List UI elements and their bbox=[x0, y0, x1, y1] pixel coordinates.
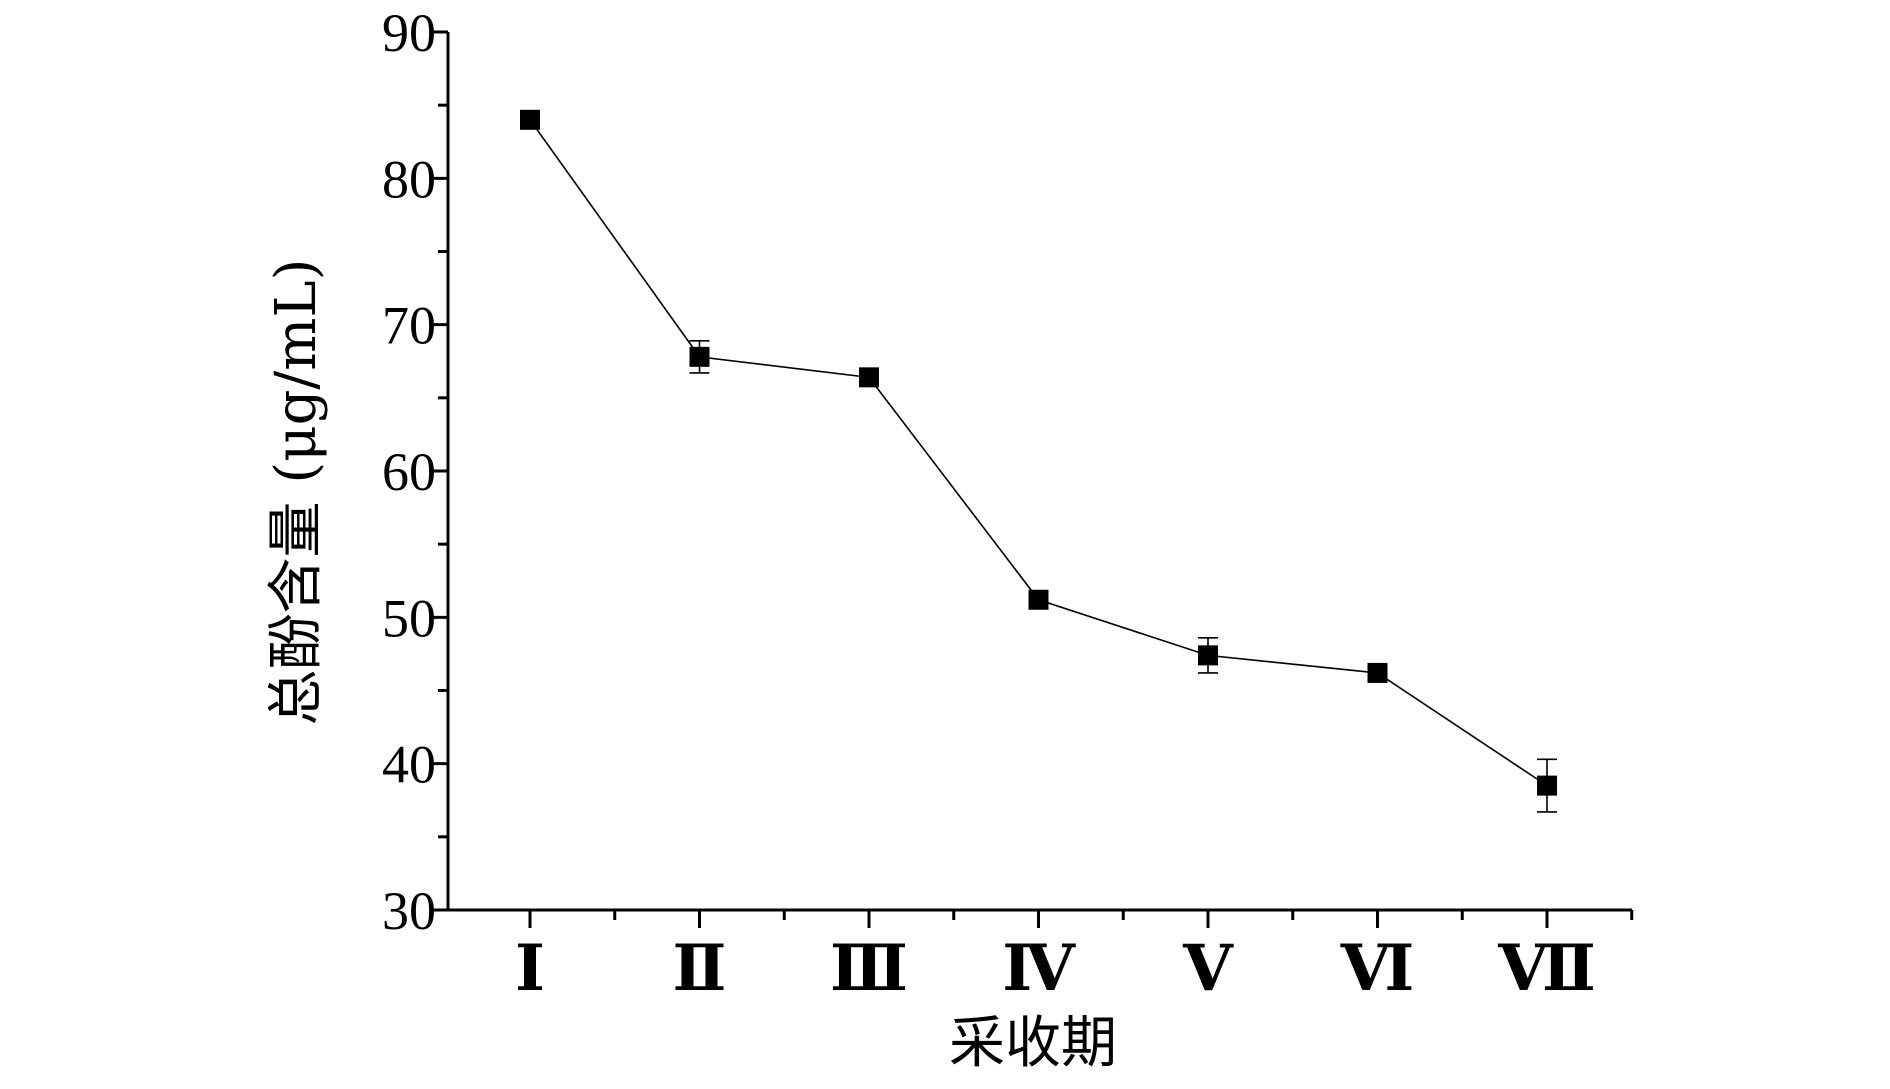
y-axis-title: 总酚含量 (μg/mL) bbox=[264, 259, 329, 726]
x-tick-label: Ⅰ bbox=[515, 933, 545, 1004]
y-tick-label: 90 bbox=[382, 3, 436, 63]
y-tick-label: 60 bbox=[382, 442, 436, 502]
data-point bbox=[859, 367, 879, 388]
x-tick-label: Ⅳ bbox=[1002, 933, 1076, 1004]
data-point bbox=[520, 109, 540, 130]
axes bbox=[446, 32, 1632, 912]
series bbox=[520, 109, 1557, 813]
y-axis-ticks: 30 40 50 60 70 80 90 bbox=[382, 3, 448, 941]
series-line bbox=[529, 119, 1548, 787]
data-point bbox=[689, 346, 710, 367]
x-tick-label: Ⅱ bbox=[673, 933, 727, 1004]
x-tick-label: Ⅵ bbox=[1340, 933, 1415, 1004]
y-tick-label: 80 bbox=[382, 149, 436, 209]
data-point bbox=[1367, 662, 1388, 683]
y-tick-label: 30 bbox=[382, 881, 436, 941]
data-point bbox=[1028, 589, 1049, 610]
y-tick-label: 40 bbox=[382, 735, 436, 795]
y-tick-label: 70 bbox=[382, 296, 436, 356]
data-point bbox=[1198, 645, 1218, 666]
x-tick-label: Ⅶ bbox=[1497, 933, 1596, 1004]
y-tick-label: 50 bbox=[382, 588, 436, 648]
x-axis-title: 采收期 bbox=[949, 1011, 1117, 1076]
x-tick-label: Ⅲ bbox=[830, 933, 908, 1004]
data-point bbox=[1537, 775, 1557, 796]
x-axis-ticks: Ⅰ Ⅱ Ⅲ Ⅳ Ⅴ Ⅵ Ⅶ bbox=[515, 910, 1634, 1004]
x-tick-label: Ⅴ bbox=[1182, 933, 1234, 1004]
